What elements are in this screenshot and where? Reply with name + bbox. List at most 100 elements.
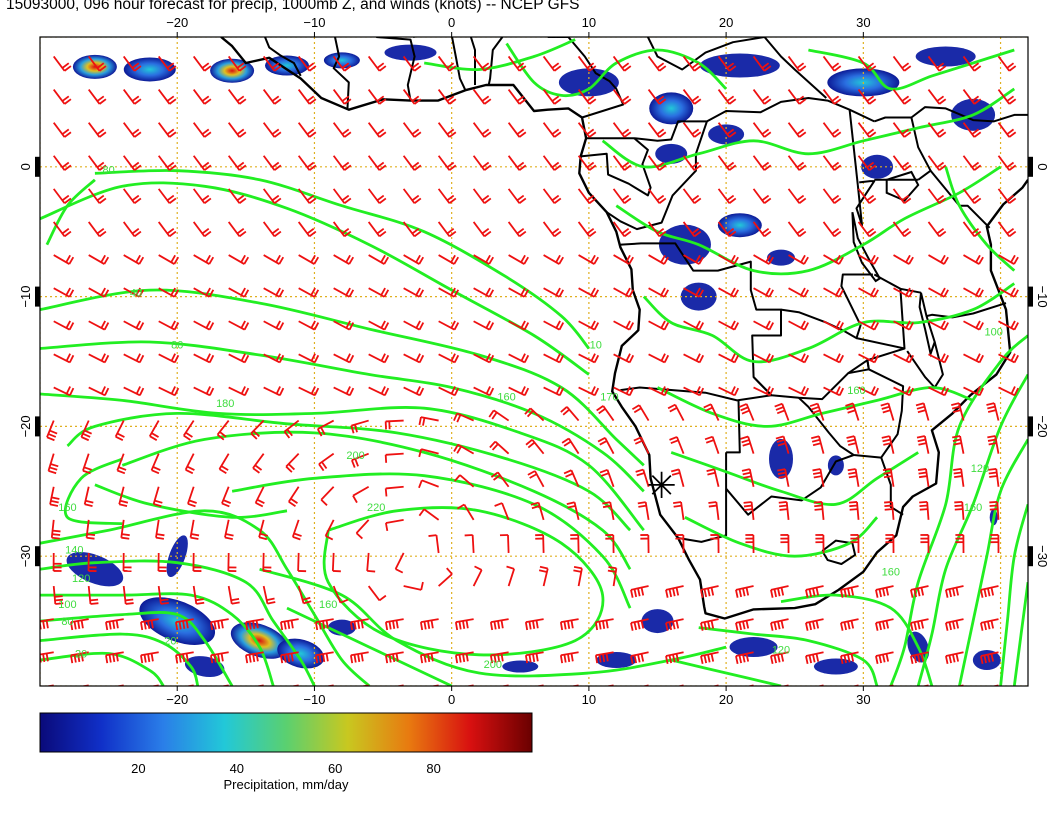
wind-barb	[857, 221, 877, 238]
barb-flag	[567, 653, 571, 663]
barb-flag	[355, 532, 363, 540]
barb-flag	[516, 194, 525, 202]
barb-flag	[70, 621, 74, 631]
wind-barb	[157, 221, 177, 238]
wind-barb	[283, 419, 300, 439]
country-border	[798, 368, 905, 459]
wind-barb	[607, 566, 618, 587]
barb-flag	[255, 653, 259, 662]
barb-flag	[938, 131, 947, 138]
barb-flag	[491, 688, 492, 696]
barb-flag	[980, 655, 984, 665]
wind-barb	[770, 585, 789, 598]
barb-flag	[598, 654, 602, 663]
wind-barb	[384, 452, 404, 463]
country-border	[847, 359, 870, 375]
barb-flag	[873, 289, 879, 298]
wind-barb	[472, 89, 492, 105]
barb-staff	[648, 254, 665, 265]
barb-flag	[424, 688, 425, 696]
wind-barb	[228, 353, 250, 364]
wind-barb	[892, 155, 912, 171]
barb-flag	[322, 653, 326, 663]
barb-flag	[271, 227, 280, 235]
map-frame	[39, 36, 1029, 687]
wind-barb	[298, 287, 320, 298]
top-lon-label: −10	[303, 15, 325, 30]
barb-flag	[140, 621, 144, 631]
barb-staff	[892, 89, 906, 105]
wind-barb	[718, 287, 739, 298]
wind-barb	[280, 651, 299, 664]
barb-flag	[607, 569, 616, 573]
barb-flag	[100, 287, 106, 296]
barb-flag	[586, 194, 595, 202]
barb-flag	[693, 230, 702, 238]
barb-flag	[115, 653, 119, 662]
barb-flag	[1013, 256, 1019, 265]
barb-flag	[665, 655, 669, 665]
barb-flag	[631, 404, 640, 411]
barb-flag	[987, 621, 991, 630]
right-lat-label: 0	[1035, 163, 1050, 170]
barb-flag	[943, 387, 950, 396]
barb-staff	[508, 320, 525, 331]
barb-flag	[868, 131, 877, 138]
barb-flag	[800, 320, 806, 329]
barb-flag	[815, 587, 820, 596]
barb-flag	[870, 353, 876, 362]
barb-flag	[183, 434, 191, 441]
barb-flag	[271, 194, 280, 202]
contour-line	[40, 340, 645, 493]
barb-flag	[796, 194, 805, 202]
barb-flag	[730, 386, 736, 395]
barb-flag	[278, 354, 285, 363]
barb-flag	[706, 468, 715, 472]
barb-flag	[598, 408, 606, 415]
barb-flag	[774, 688, 776, 696]
barb-flag	[742, 588, 746, 597]
wind-barb	[857, 55, 877, 72]
contour-line	[808, 48, 1015, 91]
wind-barb	[700, 585, 719, 598]
barb-staff	[254, 486, 265, 504]
barb-flag	[623, 131, 632, 138]
barb-flag	[341, 128, 350, 135]
wind-barb	[991, 684, 999, 686]
wind-barb	[882, 468, 895, 487]
barb-flag	[866, 128, 875, 135]
barb-flag	[154, 499, 163, 504]
barb-flag	[348, 354, 355, 363]
barb-flag	[524, 655, 529, 664]
barb-flag	[809, 402, 818, 408]
barb-flag	[348, 256, 355, 265]
barb-flag	[946, 689, 948, 697]
barb-staff	[385, 485, 404, 490]
wind-barb	[573, 566, 583, 587]
barb-flag	[768, 387, 775, 396]
barb-flag	[901, 128, 910, 135]
barb-staff	[630, 585, 649, 591]
wind-barb	[928, 353, 949, 364]
wind-barb	[822, 188, 842, 204]
wind-barb	[508, 287, 530, 298]
barb-flag	[168, 131, 177, 138]
barb-flag	[116, 432, 125, 438]
barb-flag	[634, 439, 643, 445]
wind-barb	[105, 618, 124, 631]
wind-barb	[788, 386, 810, 397]
barb-flag	[555, 386, 561, 395]
wind-barb	[122, 55, 142, 72]
barb-staff	[420, 448, 439, 455]
barb-flag	[635, 468, 644, 473]
barb-flag	[952, 621, 956, 630]
wind-barb	[352, 485, 370, 504]
barb-flag	[345, 353, 351, 362]
barb-flag	[1010, 353, 1016, 362]
barb-flag	[485, 287, 491, 296]
barb-flag	[555, 287, 561, 296]
barb-flag	[628, 256, 634, 265]
contour-line	[670, 451, 919, 506]
barb-flag	[104, 387, 110, 396]
